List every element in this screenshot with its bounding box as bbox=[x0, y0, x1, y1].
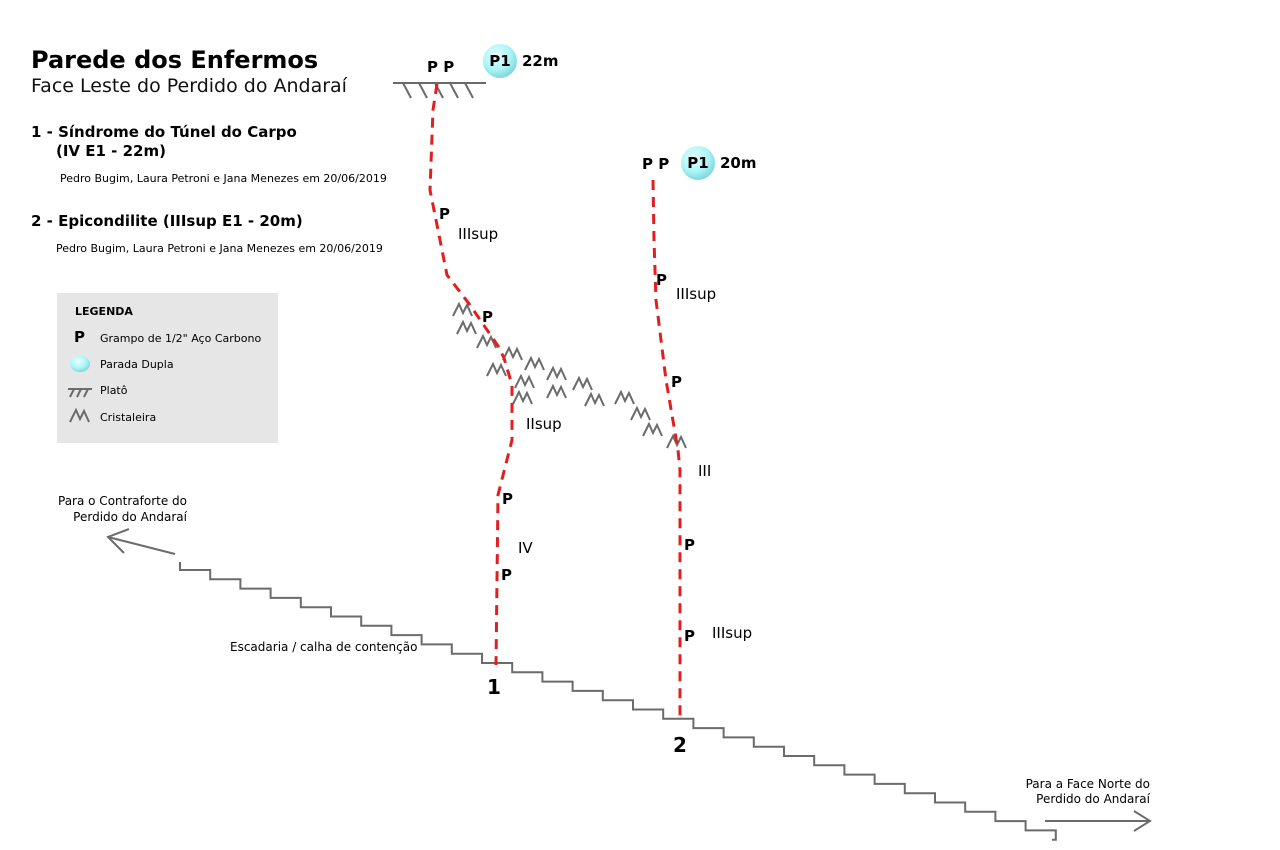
crystal-icon bbox=[572, 377, 593, 391]
route-2-line bbox=[651, 179, 682, 720]
left-direction-label-1: Para o Contraforte do bbox=[58, 494, 187, 508]
route-1-bolt: P bbox=[502, 490, 513, 508]
plateau-icon bbox=[393, 82, 486, 99]
route-2-bolt: P bbox=[684, 536, 695, 554]
crystal-icon bbox=[614, 391, 635, 405]
crystal-icon bbox=[642, 423, 663, 437]
route-1-grade-pitch-1: IIIsup bbox=[458, 225, 498, 243]
legend: LEGENDA P Grampo de 1/2" Aço Carbono Par… bbox=[57, 293, 278, 443]
legend-box bbox=[57, 293, 278, 443]
route-1-anchor-bolts: P P bbox=[427, 58, 454, 76]
crystal-icon bbox=[546, 367, 567, 381]
route-2-station-icon bbox=[681, 146, 715, 180]
route-2-credit: Pedro Bugim, Laura Petroni e Jana Meneze… bbox=[56, 242, 383, 255]
crystal-icon bbox=[456, 321, 477, 335]
route-1-bolt: P bbox=[501, 566, 512, 584]
crystal-icon bbox=[486, 363, 507, 377]
crystal-icon bbox=[514, 375, 535, 389]
route-1-grade-pitch-3: IV bbox=[518, 539, 533, 557]
route-1-credit: Pedro Bugim, Laura Petroni e Jana Meneze… bbox=[60, 172, 387, 185]
crystal-icon bbox=[452, 303, 473, 317]
route-1-bolt: P bbox=[439, 205, 450, 223]
route-1-station-icon bbox=[483, 44, 517, 78]
route-1-number: 1 bbox=[487, 675, 501, 699]
route-1-grade-pitch-2: IIsup bbox=[526, 415, 562, 433]
route-1-grade: (IV E1 - 22m) bbox=[56, 142, 166, 160]
stairs-label: Escadaria / calha de contenção bbox=[230, 640, 417, 654]
route-1-pitch-length: 22m bbox=[522, 52, 559, 70]
right-direction-label-1: Para a Face Norte do bbox=[1026, 777, 1150, 791]
crystal-icon bbox=[546, 385, 567, 399]
legend-crystal-label: Cristaleira bbox=[100, 411, 156, 424]
route-2-bolt: P bbox=[656, 271, 667, 289]
route-1-line bbox=[428, 83, 514, 666]
left-direction-label-2: Perdido do Andaraí bbox=[73, 510, 187, 524]
crystal-icon bbox=[524, 357, 545, 371]
route-2-bolt: P bbox=[684, 627, 695, 645]
route-2-grade-pitch-2: III bbox=[698, 462, 711, 480]
page-title: Parede dos Enfermos bbox=[31, 46, 318, 74]
right-direction-arrow-icon bbox=[1045, 810, 1152, 832]
legend-plateau-label: Platô bbox=[100, 384, 128, 397]
page-subtitle: Face Leste do Perdido do Andaraí bbox=[31, 75, 348, 97]
legend-bolt-label: Grampo de 1/2" Aço Carbono bbox=[100, 332, 261, 345]
route-1-name: 1 - Síndrome do Túnel do Carpo bbox=[31, 123, 297, 141]
route-2-name: 2 - Epicondilite (IIIsup E1 - 20m) bbox=[31, 212, 303, 230]
crystal-icon bbox=[512, 391, 533, 405]
route-2-station-label: P1 bbox=[687, 154, 708, 172]
route-1-station-label: P1 bbox=[489, 52, 510, 70]
route-2-pitch-length: 20m bbox=[720, 154, 757, 172]
route-1-bolt: P bbox=[482, 308, 493, 326]
route-2-grade-pitch-1: IIIsup bbox=[676, 285, 716, 303]
right-direction-label-2: Perdido do Andaraí bbox=[1036, 792, 1150, 806]
crystal-icon bbox=[476, 335, 497, 349]
route-2-grade-pitch-3: IIIsup bbox=[712, 624, 752, 642]
route-2-anchor-bolts: P P bbox=[642, 155, 669, 173]
legend-bolt-icon: P bbox=[74, 328, 85, 346]
crystal-icon bbox=[630, 407, 651, 421]
legend-station-icon bbox=[70, 356, 90, 372]
crystal-icon bbox=[502, 347, 523, 361]
crystal-icon bbox=[584, 393, 605, 407]
stairs-line bbox=[179, 562, 1057, 841]
legend-title: LEGENDA bbox=[75, 305, 133, 318]
route-2-number: 2 bbox=[673, 733, 687, 757]
legend-plateau-icon bbox=[68, 388, 92, 398]
left-direction-arrow-icon bbox=[106, 528, 176, 555]
route-2-bolt: P bbox=[671, 373, 682, 391]
legend-station-label: Parada Dupla bbox=[100, 358, 174, 371]
